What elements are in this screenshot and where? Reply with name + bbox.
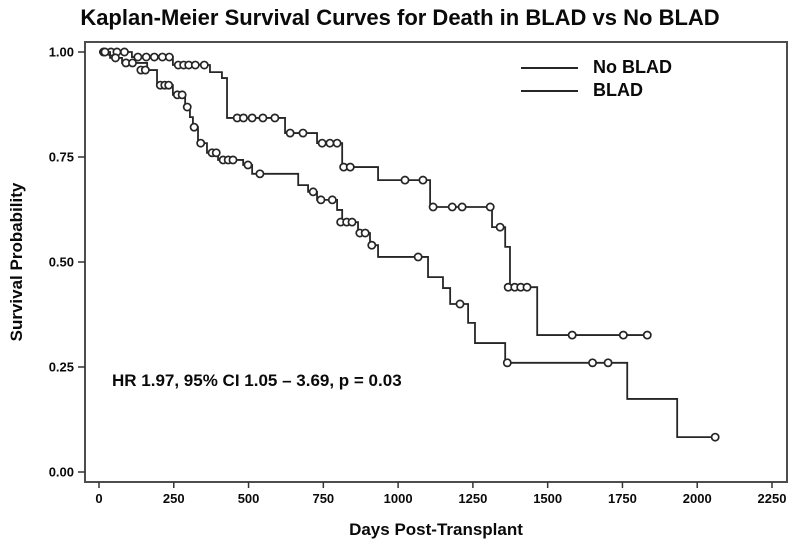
censor-mark-blad: [360, 228, 370, 238]
hr-annotation: HR 1.97, 95% CI 1.05 – 3.69, p = 0.03: [112, 371, 402, 390]
censor-mark-blad: [316, 195, 326, 205]
y-tick-label: 0.50: [49, 255, 74, 270]
y-tick-label: 1.00: [49, 45, 74, 60]
x-tick-label: 1750: [608, 491, 637, 506]
censor-mark-no-blad: [141, 52, 151, 62]
censor-mark-no-blad: [285, 128, 295, 138]
legend: No BLAD BLAD: [521, 56, 672, 102]
censor-mark-blad: [164, 80, 174, 90]
x-axis-label: Days Post-Transplant: [349, 520, 523, 539]
censor-mark-no-blad: [119, 47, 129, 57]
censor-mark-blad: [128, 58, 137, 68]
censor-mark-no-blad: [239, 113, 248, 123]
censor-mark-no-blad: [457, 202, 467, 212]
censor-mark-blad: [710, 432, 720, 442]
x-tick-label: 250: [163, 491, 185, 506]
x-tick-label: 2250: [758, 491, 787, 506]
censor-mark-blad: [367, 240, 377, 250]
censor-mark-no-blad: [642, 330, 652, 340]
censor-mark-no-blad: [567, 330, 577, 340]
censor-mark-no-blad: [190, 60, 200, 70]
x-tick-label: 500: [238, 491, 260, 506]
censor-mark-no-blad: [447, 202, 457, 212]
censor-mark-no-blad: [618, 330, 628, 340]
x-tick-label: 1500: [533, 491, 562, 506]
legend-label-blad: BLAD: [593, 80, 643, 100]
censor-mark-no-blad: [485, 202, 495, 212]
x-tick-label: 1250: [458, 491, 487, 506]
censor-mark-no-blad: [332, 138, 342, 148]
censor-mark-blad: [177, 90, 187, 100]
x-tick-label: 750: [312, 491, 334, 506]
censor-mark-blad: [140, 65, 150, 75]
censor-mark-no-blad: [149, 52, 159, 62]
x-tick-label: 1000: [384, 491, 413, 506]
censor-mark-blad: [502, 358, 512, 368]
censor-mark-blad: [111, 53, 120, 63]
legend-item-blad: BLAD: [521, 79, 672, 102]
censor-mark-no-blad: [298, 128, 308, 138]
censor-mark-no-blad: [133, 52, 143, 62]
legend-line-no-blad-icon: [521, 66, 578, 69]
legend-item-no-blad: No BLAD: [521, 56, 672, 79]
y-tick-label: 0.25: [49, 360, 74, 375]
censor-mark-no-blad: [428, 202, 438, 212]
y-tick-label: 0.00: [49, 465, 74, 480]
censor-mark-no-blad: [400, 175, 410, 185]
censor-mark-blad: [588, 358, 597, 368]
censor-mark-blad: [182, 102, 192, 112]
censor-mark-blad: [455, 299, 465, 309]
censor-mark-no-blad: [247, 113, 257, 123]
censor-mark-no-blad: [258, 113, 268, 123]
censor-mark-blad: [603, 358, 613, 368]
censor-mark-blad: [243, 160, 253, 170]
censor-mark-blad: [255, 169, 265, 179]
censor-mark-no-blad: [418, 175, 428, 185]
censor-mark-blad: [211, 148, 221, 158]
chart-title: Kaplan-Meier Survival Curves for Death i…: [80, 5, 720, 30]
x-tick-label: 0: [95, 491, 102, 506]
censor-mark-no-blad: [199, 60, 209, 70]
censor-mark-blad: [347, 217, 357, 227]
censor-mark-blad: [308, 187, 318, 197]
y-axis-label: Survival Probability: [7, 182, 26, 342]
x-tick-label: 2000: [683, 491, 712, 506]
censor-mark-blad: [228, 155, 238, 165]
censor-mark-blad: [413, 252, 423, 262]
legend-label-no-blad: No BLAD: [593, 57, 672, 77]
censor-mark-no-blad: [164, 52, 174, 62]
y-tick-label: 0.75: [49, 150, 74, 165]
censor-mark-no-blad: [495, 222, 505, 232]
survival-curve-blad: [99, 51, 716, 439]
censor-mark-no-blad: [345, 162, 355, 172]
censor-mark-blad: [327, 195, 337, 205]
censor-mark-no-blad: [317, 138, 327, 148]
censor-mark-no-blad: [270, 113, 280, 123]
censor-mark-blad: [189, 122, 199, 132]
censor-mark-blad: [100, 47, 110, 57]
censor-mark-no-blad: [325, 138, 335, 148]
legend-line-blad-icon: [521, 89, 578, 92]
censor-mark-no-blad: [522, 282, 532, 292]
censor-mark-blad: [196, 138, 206, 148]
